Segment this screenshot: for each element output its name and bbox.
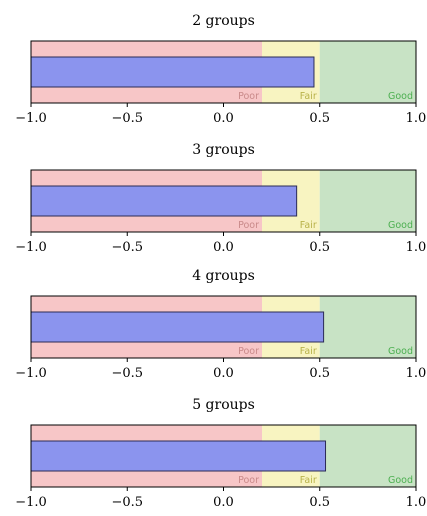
panel-title: 4 groups: [192, 268, 255, 284]
band-label-fair: Fair: [300, 346, 317, 357]
x-tick-label: 0.0: [213, 111, 234, 126]
x-tick-label: 1.0: [406, 366, 427, 381]
x-tick-label: −1.0: [15, 111, 47, 126]
value-bar: [30, 185, 298, 217]
x-tick-label: −0.5: [111, 111, 143, 126]
panel-title: 5 groups: [192, 397, 255, 413]
value-bar: [30, 311, 325, 343]
x-tick-label: 0.0: [213, 240, 234, 255]
panel-title: 3 groups: [192, 142, 255, 158]
band-label-fair: Fair: [300, 220, 317, 231]
band-good: [319, 425, 416, 487]
x-tick-label: 0.5: [309, 366, 330, 381]
x-tick-label: 0.0: [213, 366, 234, 381]
panel-title: 2 groups: [192, 13, 255, 29]
x-tick-label: −0.5: [111, 366, 143, 381]
band-label-good: Good: [388, 91, 413, 102]
x-tick-label: −0.5: [111, 495, 143, 510]
band-good: [319, 41, 416, 103]
value-bar: [30, 440, 327, 472]
x-tick-label: 0.5: [309, 240, 330, 255]
band-label-poor: Poor: [238, 475, 259, 486]
x-tick-label: 0.0: [213, 495, 234, 510]
band-label-poor: Poor: [238, 91, 259, 102]
x-tick-label: −0.5: [111, 240, 143, 255]
band-good: [319, 296, 416, 358]
x-tick-label: −1.0: [15, 366, 47, 381]
value-bar: [30, 56, 315, 88]
band-label-poor: Poor: [238, 346, 259, 357]
x-tick-label: 1.0: [406, 240, 427, 255]
x-tick-label: 1.0: [406, 111, 427, 126]
x-tick-label: −1.0: [15, 240, 47, 255]
x-tick-label: 1.0: [406, 495, 427, 510]
x-tick-label: −1.0: [15, 495, 47, 510]
band-label-good: Good: [388, 346, 413, 357]
band-label-fair: Fair: [300, 91, 317, 102]
band-label-good: Good: [388, 220, 413, 231]
band-label-good: Good: [388, 475, 413, 486]
band-label-poor: Poor: [238, 220, 259, 231]
band-label-fair: Fair: [300, 475, 317, 486]
x-tick-label: 0.5: [309, 495, 330, 510]
band-good: [319, 170, 416, 232]
x-tick-label: 0.5: [309, 111, 330, 126]
